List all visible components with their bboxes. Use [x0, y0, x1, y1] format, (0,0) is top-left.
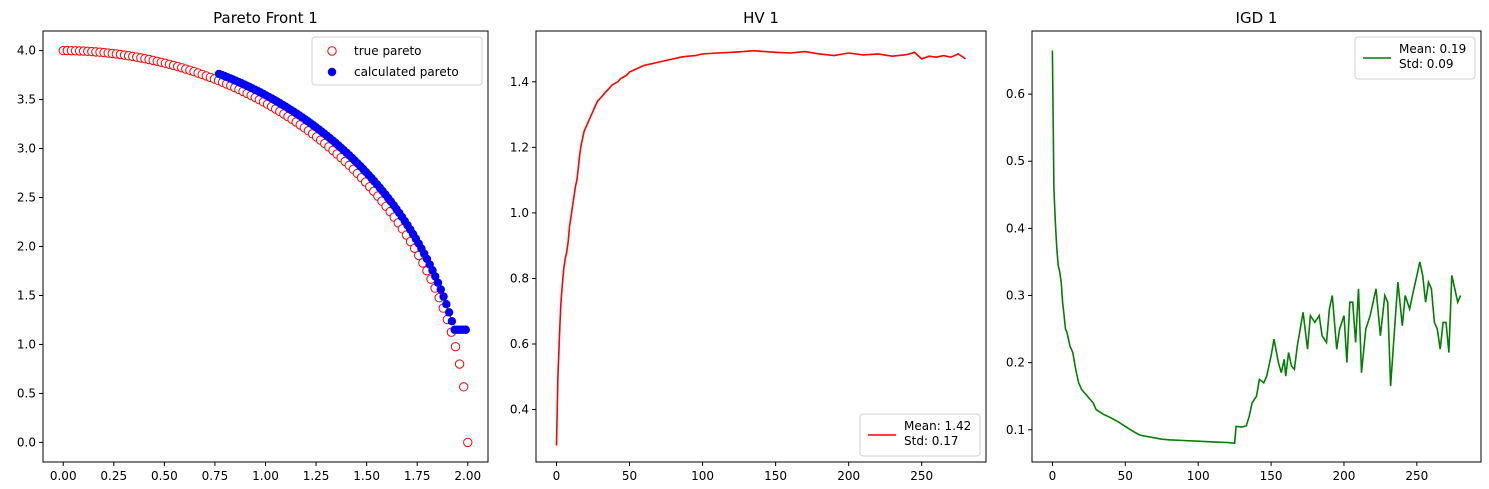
- legend-marker: [327, 46, 337, 56]
- subplot-1: Pareto Front 1 0.00 0.25 0.50 0.75 1.00 1.25 1.…: [17, 9, 489, 483]
- series-line: [1051, 50, 1462, 445]
- x-tick-label: 0.75: [202, 469, 229, 483]
- legend-box: [859, 413, 981, 457]
- legend-label: Mean: 0.19: [1399, 42, 1466, 56]
- legend-label: calculated pareto: [354, 65, 459, 79]
- calculated-pareto-point: [444, 308, 454, 317]
- calculated-pareto-point: [447, 316, 457, 326]
- y-tick-label: 0.8: [510, 271, 529, 285]
- legend-label: Mean: 1.42: [904, 419, 971, 433]
- y-tick-label: 3.5: [17, 93, 36, 107]
- y-tick-label: 2.0: [17, 240, 36, 254]
- legend: true pareto calculated pareto: [311, 36, 483, 86]
- calculated-pareto-point: [442, 300, 451, 309]
- legend-label: Std: 0.09: [1399, 57, 1454, 71]
- y-tick-label: 1.0: [510, 206, 529, 220]
- x-tick-label: 50: [1118, 469, 1133, 483]
- x-tick-label: 250: [1405, 469, 1428, 483]
- x-tick-label: 250: [910, 469, 933, 483]
- legend-label: Std: 0.17: [904, 434, 959, 448]
- x-tick-label: 200: [1333, 469, 1356, 483]
- true-pareto-point: [463, 437, 473, 448]
- x-tick-label: 150: [1260, 469, 1283, 483]
- true-pareto-point: [454, 359, 465, 369]
- series-line: [555, 49, 966, 446]
- legend-box: [1354, 36, 1476, 80]
- true-pareto-point: [450, 341, 461, 352]
- y-tick-label: 0.0: [17, 435, 36, 449]
- axes-frame: [535, 30, 987, 463]
- x-tick-label: 1.25: [303, 469, 330, 483]
- subplot-3: IGD 1 0 50 100 150 200 250 0.1 0.2 0.3 0.4 0.5 0.6 Me…: [1006, 9, 1482, 483]
- true-pareto-point: [458, 382, 469, 392]
- y-tick-label: 0.4: [510, 403, 529, 417]
- y-tick-label: 1.2: [510, 140, 529, 154]
- x-tick-label: 0.00: [50, 469, 77, 483]
- x-tick-label: 0.50: [151, 469, 178, 483]
- chart-title: Pareto Front 1: [213, 9, 318, 27]
- x-tick-label: 100: [691, 469, 714, 483]
- axes-frame: [1031, 30, 1482, 463]
- y-tick-label: 1.5: [17, 288, 36, 302]
- x-tick-label: 2.00: [454, 469, 481, 483]
- calculated-pareto-point: [433, 278, 443, 287]
- y-tick-label: 0.6: [1006, 87, 1025, 101]
- calculated-pareto-point: [436, 285, 445, 294]
- subplot-2: HV 1 0 50 100 150 200 250 0.4 0.6 0.8 1.0 1.2 1.4 Mea…: [510, 9, 987, 483]
- legend-label: true pareto: [354, 44, 422, 58]
- x-tick-label: 200: [837, 469, 860, 483]
- y-tick-label: 0.6: [510, 337, 529, 351]
- y-tick-label: 0.1: [1006, 423, 1025, 437]
- y-tick-label: 0.3: [1006, 289, 1025, 303]
- x-tick-label: 0.25: [100, 469, 127, 483]
- plot-area: [555, 49, 966, 446]
- x-tick-label: 0: [1049, 469, 1057, 483]
- y-tick-label: 1.4: [510, 75, 529, 89]
- calculated-pareto-point: [431, 272, 440, 281]
- y-tick-label: 3.0: [17, 142, 36, 156]
- calculated-pareto-point: [439, 292, 448, 301]
- axes-frame: [42, 30, 489, 463]
- calculated-pareto-point: [461, 325, 470, 334]
- legend-box: [311, 36, 483, 86]
- y-tick-label: 1.0: [17, 337, 36, 351]
- chart-title: IGD 1: [1236, 9, 1278, 27]
- x-tick-label: 50: [622, 469, 637, 483]
- legend-marker: [327, 67, 337, 77]
- y-tick-label: 0.2: [1006, 356, 1025, 370]
- y-tick-label: 4.0: [17, 44, 36, 58]
- plot-area: [1051, 50, 1462, 445]
- x-tick-label: 1.00: [252, 469, 279, 483]
- x-tick-label: 0: [553, 469, 561, 483]
- y-tick-label: 0.4: [1006, 221, 1025, 235]
- y-tick-label: 0.5: [1006, 154, 1025, 168]
- y-tick-label: 2.5: [17, 191, 36, 205]
- x-tick-label: 1.75: [404, 469, 431, 483]
- plot-area: [58, 45, 473, 448]
- chart-title: HV 1: [743, 9, 779, 27]
- x-tick-label: 1.50: [353, 469, 380, 483]
- x-tick-label: 150: [764, 469, 787, 483]
- y-tick-label: 0.5: [17, 386, 36, 400]
- x-tick-label: 100: [1187, 469, 1210, 483]
